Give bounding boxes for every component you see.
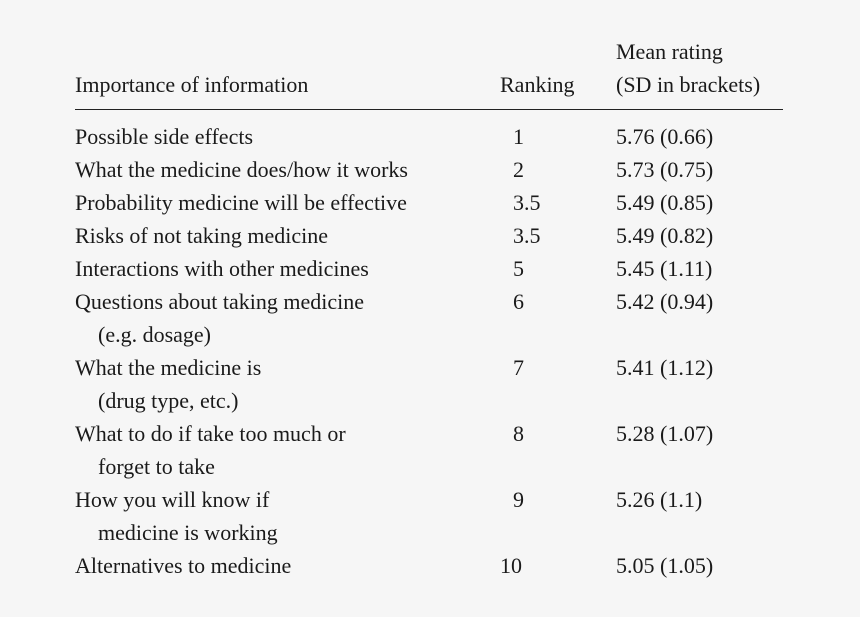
row-ranking: 1 xyxy=(513,124,524,149)
row-label: What to do if take too much or forget to … xyxy=(75,417,495,483)
table-row: What the medicine is (drug type, etc.) 7 5.… xyxy=(75,351,783,417)
row-label: Interactions with other medicines xyxy=(75,252,495,285)
table-row: What to do if take too much or forget to … xyxy=(75,417,783,483)
information-ranking-table: Importance of information Ranking Mean r… xyxy=(75,36,783,578)
row-mean-rating: 5.42 (0.94) xyxy=(616,289,714,314)
header-importance: Importance of information xyxy=(75,72,309,97)
row-label: Questions about taking medicine (e.g. dos… xyxy=(75,285,495,351)
row-label-line1: Risks of not taking medicine xyxy=(75,223,328,248)
row-mean-rating: 5.26 (1.1) xyxy=(616,487,703,512)
row-label: Risks of not taking medicine xyxy=(75,219,495,252)
table-row: How you will know if medicine is working 9… xyxy=(75,483,783,549)
row-label-line1: Probability medicine will be effective xyxy=(75,190,407,215)
row-mean-rating: 5.05 (1.05) xyxy=(616,553,714,578)
row-label-line1: Possible side effects xyxy=(75,124,254,149)
row-ranking: 2 xyxy=(513,157,524,182)
header-mean-line1: Mean rating xyxy=(616,39,723,64)
row-label-line2: (e.g. dosage) xyxy=(98,322,212,347)
row-label-line1: How you will know if xyxy=(75,487,270,512)
row-label: What the medicine does/how it works xyxy=(75,153,495,186)
row-ranking: 6 xyxy=(513,289,524,314)
row-label-line1: What the medicine is xyxy=(75,355,262,380)
row-label: How you will know if medicine is working xyxy=(75,483,495,549)
table-row: Alternatives to medicine 10 5.05 (1.05) xyxy=(75,549,783,582)
row-label-line1: Questions about taking medicine xyxy=(75,289,364,314)
row-label-line2: medicine is working xyxy=(98,520,278,545)
row-label-line1: What to do if take too much or xyxy=(75,421,346,446)
row-mean-rating: 5.28 (1.07) xyxy=(616,421,714,446)
row-label: What the medicine is (drug type, etc.) xyxy=(75,351,495,417)
table-row: What the medicine does/how it works 2 5.73… xyxy=(75,153,783,186)
header-ranking: Ranking xyxy=(500,72,575,97)
row-mean-rating: 5.49 (0.82) xyxy=(616,223,714,248)
row-ranking: 7 xyxy=(513,355,524,380)
row-ranking: 10 xyxy=(500,553,522,578)
row-mean-rating: 5.76 (0.66) xyxy=(616,124,714,149)
row-mean-rating: 5.45 (1.11) xyxy=(616,256,713,281)
row-mean-rating: 5.41 (1.12) xyxy=(616,355,714,380)
header-mean-line2: (SD in brackets) xyxy=(616,72,761,97)
row-label: Alternatives to medicine xyxy=(75,549,495,582)
row-ranking: 3.5 xyxy=(513,190,541,215)
row-ranking: 8 xyxy=(513,421,524,446)
row-mean-rating: 5.73 (0.75) xyxy=(616,157,714,182)
row-mean-rating: 5.49 (0.85) xyxy=(616,190,714,215)
header-mean-rating: Mean rating (SD in brackets) xyxy=(616,35,760,101)
table-header: Importance of information Ranking Mean r… xyxy=(75,36,783,110)
row-label-line2: (drug type, etc.) xyxy=(98,388,239,413)
row-label-line1: Interactions with other medicines xyxy=(75,256,369,281)
table-row: Probability medicine will be effective 3.… xyxy=(75,186,783,219)
row-label-line1: What the medicine does/how it works xyxy=(75,157,408,182)
row-ranking: 3.5 xyxy=(513,223,541,248)
table-row: Risks of not taking medicine 3.5 5.49 (0.8… xyxy=(75,219,783,252)
row-label: Probability medicine will be effective xyxy=(75,186,495,219)
table-body: Possible side effects 1 5.76 (0.66) What th… xyxy=(75,120,783,582)
row-label-line1: Alternatives to medicine xyxy=(75,553,292,578)
table-row: Interactions with other medicines 5 5.45 (… xyxy=(75,252,783,285)
row-ranking: 9 xyxy=(513,487,524,512)
table-row: Questions about taking medicine (e.g. dos… xyxy=(75,285,783,351)
table-row: Possible side effects 1 5.76 (0.66) xyxy=(75,120,783,153)
row-label: Possible side effects xyxy=(75,120,495,153)
row-label-line2: forget to take xyxy=(98,454,215,479)
row-ranking: 5 xyxy=(513,256,524,281)
